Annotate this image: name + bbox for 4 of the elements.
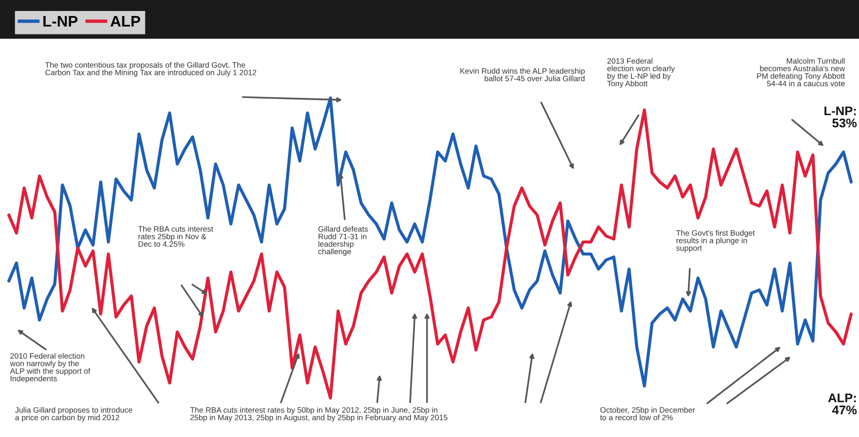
legend-label: ALP <box>110 16 140 27</box>
annotation: ALP: 47% <box>828 394 857 414</box>
annotation: L-NP: 53% <box>824 106 857 128</box>
legend-label: L-NP <box>43 16 78 27</box>
